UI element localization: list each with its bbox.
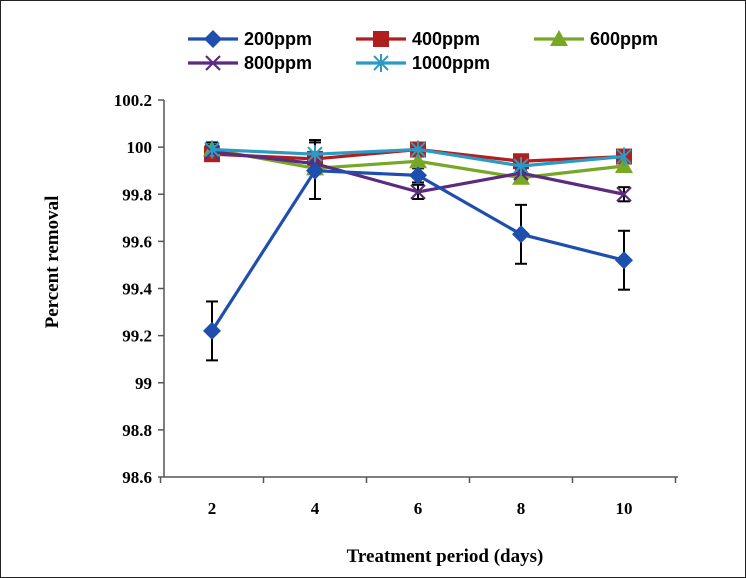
x-tick-label: 2	[208, 499, 217, 518]
y-tick-label: 99.4	[122, 280, 152, 299]
y-tick-label: 100.2	[114, 91, 152, 110]
data-point	[307, 145, 323, 164]
data-point	[306, 161, 324, 180]
data-point	[512, 168, 530, 185]
diamond-marker-shape	[203, 321, 221, 340]
y-tick-label: 99	[135, 374, 152, 393]
data-point	[410, 140, 426, 159]
asterisk-marker-shape	[307, 145, 323, 164]
legend-item-600ppm: 600ppm	[534, 29, 658, 49]
legend-marker	[373, 31, 389, 47]
triangle-marker-shape	[512, 168, 530, 185]
y-tick-label: 100	[127, 138, 153, 157]
diamond-marker-shape	[512, 225, 530, 244]
diamond-marker-shape	[306, 161, 324, 180]
legend-item-200ppm: 200ppm	[188, 29, 312, 49]
legend-marker	[204, 30, 222, 48]
diamond-marker-shape	[409, 166, 427, 185]
legend-item-1000ppm: 1000ppm	[356, 53, 490, 73]
diamond-marker-shape	[615, 251, 633, 270]
diamond-marker-shape	[204, 30, 222, 48]
y-tick-label: 98.6	[122, 468, 152, 487]
data-point	[616, 186, 632, 203]
y-axis-title: Percent removal	[42, 196, 63, 329]
data-point	[204, 140, 220, 159]
y-tick-label: 98.8	[122, 421, 152, 440]
asterisk-marker-shape	[410, 140, 426, 159]
data-point	[203, 321, 221, 340]
asterisk-marker-shape	[513, 156, 529, 175]
y-tick-label: 99.8	[122, 185, 152, 204]
asterisk-marker-shape	[616, 147, 632, 166]
legend: 200ppm 400ppm 600ppm 800ppm 1000ppm	[188, 29, 658, 73]
data-point	[410, 184, 426, 200]
legend-item-400ppm: 400ppm	[356, 29, 480, 49]
y-tick-label: 99.2	[122, 327, 152, 346]
triangle-marker-shape	[550, 30, 568, 46]
x-marker-shape	[205, 55, 221, 71]
legend-marker	[373, 54, 389, 72]
legend-label: 1000ppm	[412, 53, 490, 73]
y-tick-label: 99.6	[122, 232, 152, 251]
x-tick-label: 10	[616, 499, 633, 518]
data-point	[409, 166, 427, 185]
triangle-marker-shape	[409, 152, 427, 169]
x-marker-shape	[616, 186, 632, 203]
x-tick-label: 6	[414, 499, 423, 518]
square-marker-shape	[373, 31, 389, 47]
legend-label: 200ppm	[244, 29, 312, 49]
legend-marker	[205, 55, 221, 71]
series-200ppm	[203, 161, 633, 340]
legend-label: 400ppm	[412, 29, 480, 49]
legend-label: 800ppm	[244, 53, 312, 73]
x-tick-label: 8	[517, 499, 526, 518]
legend-item-800ppm: 800ppm	[188, 53, 312, 73]
asterisk-marker-shape	[373, 54, 389, 72]
x-marker-shape	[410, 184, 426, 200]
legend-marker	[550, 30, 568, 46]
x-axis-title: Treatment period (days)	[347, 546, 544, 567]
data-point	[616, 147, 632, 166]
x-tick-label: 4	[311, 499, 320, 518]
data-point	[615, 251, 633, 270]
y-ticks: 98.6 98.8 99 99.2 99.4 99.6 99.8 100 100.2	[114, 91, 164, 487]
data-point	[409, 152, 427, 169]
series-1000ppm	[204, 140, 632, 175]
series-group	[203, 140, 633, 340]
data-point	[513, 156, 529, 175]
data-point	[512, 225, 530, 244]
legend-label: 600ppm	[590, 29, 658, 49]
x-ticks: 2 4 6 8 10	[159, 477, 677, 518]
asterisk-marker-shape	[204, 140, 220, 159]
